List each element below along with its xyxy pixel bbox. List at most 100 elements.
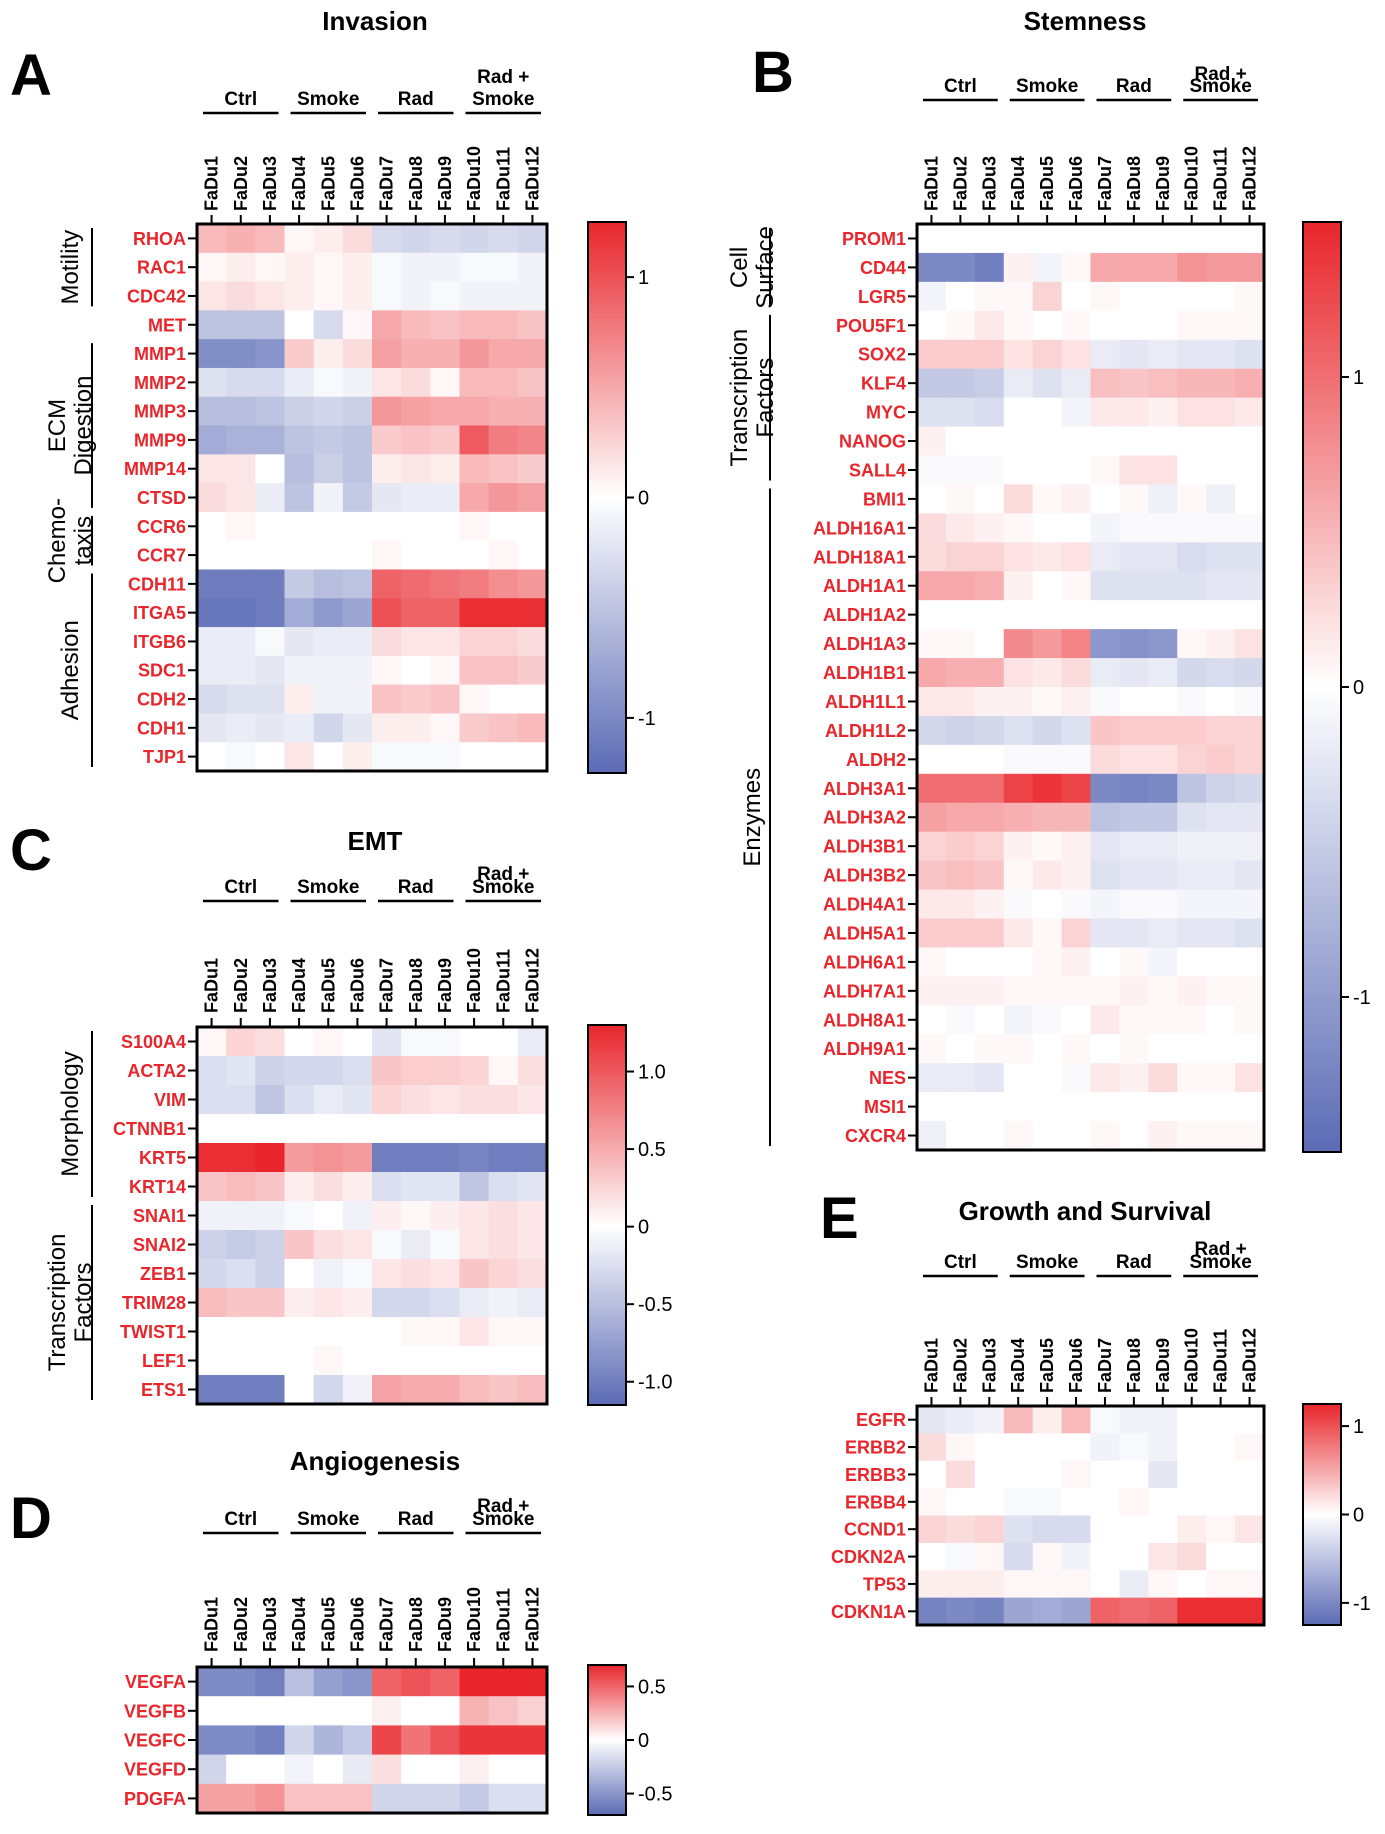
heatmap-cell bbox=[917, 947, 947, 977]
heatmap-cell bbox=[974, 484, 1005, 514]
heatmap-cell bbox=[284, 1754, 315, 1785]
heatmap-cell bbox=[313, 598, 344, 628]
heatmap-cell bbox=[197, 511, 227, 542]
heatmap-cell bbox=[372, 1230, 402, 1260]
gene-label: MMP14 bbox=[124, 459, 186, 479]
heatmap-cell bbox=[517, 569, 548, 599]
heatmap-cell bbox=[517, 713, 548, 743]
heatmap-cell bbox=[1032, 889, 1063, 920]
group-label: Smoke bbox=[297, 89, 359, 110]
heatmap-cell bbox=[1119, 397, 1149, 428]
heatmap-cell bbox=[459, 1725, 490, 1756]
heatmap-cell bbox=[226, 1085, 256, 1115]
heatmap-cell bbox=[517, 454, 548, 484]
heatmap-cell bbox=[255, 1172, 286, 1202]
heatmap-cell bbox=[430, 425, 461, 455]
gene-label: TRIM28 bbox=[122, 1293, 186, 1313]
heatmap-cell bbox=[1235, 368, 1265, 399]
heatmap-cell bbox=[1061, 368, 1092, 399]
heatmap-cell bbox=[1177, 947, 1207, 977]
heatmap-cell bbox=[1003, 1570, 1034, 1599]
sample-label: FaDu5 bbox=[1037, 1338, 1057, 1393]
heatmap-cell bbox=[197, 396, 227, 427]
heatmap-cell bbox=[945, 687, 976, 717]
heatmap-cell bbox=[197, 1201, 227, 1231]
heatmap-cell bbox=[430, 627, 461, 657]
heatmap-cell bbox=[1032, 773, 1063, 804]
panel-title: Invasion bbox=[322, 6, 427, 36]
heatmap-cell bbox=[517, 540, 548, 571]
sample-label: FaDu2 bbox=[231, 1597, 251, 1652]
heatmap-cell bbox=[1003, 1542, 1034, 1571]
heatmap-cell bbox=[974, 1515, 1005, 1544]
heatmap-cell bbox=[1090, 600, 1121, 630]
gene-label: ETS1 bbox=[141, 1380, 186, 1400]
heatmap-cell bbox=[313, 224, 344, 254]
heatmap-cell bbox=[1003, 976, 1034, 1006]
heatmap-cell bbox=[488, 1783, 519, 1814]
heatmap-cell bbox=[255, 655, 286, 686]
gene-label: MMP9 bbox=[134, 430, 186, 450]
heatmap-cell bbox=[372, 483, 402, 513]
heatmap-cell bbox=[1206, 976, 1236, 1006]
heatmap-cell bbox=[1177, 224, 1207, 254]
heatmap-cell bbox=[1119, 658, 1149, 688]
heatmap-cell bbox=[1003, 281, 1034, 312]
heatmap-cell bbox=[430, 396, 461, 427]
heatmap-cell bbox=[401, 425, 431, 455]
heatmap-cell bbox=[401, 1172, 431, 1202]
group-label: Ctrl bbox=[224, 1509, 257, 1530]
heatmap-cell bbox=[1003, 831, 1034, 862]
heatmap-cell bbox=[1061, 860, 1092, 891]
heatmap-cell bbox=[197, 1172, 227, 1202]
heatmap-cell bbox=[372, 569, 402, 599]
gene-label: CD44 bbox=[860, 258, 906, 278]
heatmap-cell bbox=[1061, 281, 1092, 312]
heatmap-cell bbox=[1119, 889, 1149, 920]
heatmap-cell bbox=[372, 742, 402, 772]
heatmap-cell bbox=[488, 684, 519, 715]
heatmap-cell bbox=[342, 396, 373, 427]
heatmap-cell bbox=[284, 655, 315, 686]
heatmap-cell bbox=[1119, 339, 1149, 370]
heatmap-cell bbox=[372, 1667, 402, 1697]
heatmap-cell bbox=[430, 540, 461, 571]
heatmap-cell bbox=[372, 1056, 402, 1086]
sample-label: FaDu8 bbox=[406, 156, 426, 211]
heatmap-cell bbox=[1119, 1034, 1149, 1064]
gene-label: TWIST1 bbox=[120, 1322, 186, 1342]
sample-label: FaDu11 bbox=[493, 949, 513, 1013]
heatmap-cell bbox=[197, 1346, 227, 1376]
heatmap-cell bbox=[517, 1172, 548, 1202]
heatmap-cell bbox=[284, 1667, 315, 1697]
heatmap-cell bbox=[1206, 802, 1236, 833]
heatmap-cell bbox=[488, 1056, 519, 1086]
heatmap-cell bbox=[372, 1375, 402, 1405]
heatmap-cell bbox=[974, 658, 1005, 688]
heatmap-cell bbox=[945, 1092, 976, 1122]
heatmap-cell bbox=[255, 713, 286, 743]
heatmap-cell bbox=[255, 1317, 286, 1347]
sample-label: FaDu4 bbox=[1008, 1338, 1028, 1393]
heatmap-cell bbox=[342, 1783, 373, 1814]
heatmap-cell bbox=[1148, 1542, 1178, 1571]
heatmap-cell bbox=[1061, 773, 1092, 804]
heatmap-cell bbox=[517, 1317, 548, 1347]
heatmap-cell bbox=[197, 1317, 227, 1347]
heatmap-cell bbox=[974, 339, 1005, 370]
heatmap-cell bbox=[488, 252, 519, 283]
heatmap-cell bbox=[974, 1488, 1005, 1517]
heatmap-cell bbox=[226, 252, 256, 283]
heatmap-cell bbox=[1003, 1406, 1034, 1434]
heatmap-cell bbox=[197, 1143, 227, 1173]
heatmap-cell bbox=[1090, 1515, 1121, 1544]
heatmap-cell bbox=[917, 860, 947, 891]
heatmap-cell bbox=[1206, 687, 1236, 717]
heatmap-cell bbox=[1148, 1063, 1178, 1093]
heatmap-cell bbox=[459, 339, 490, 369]
heatmap-cell bbox=[401, 511, 431, 542]
heatmap-cell bbox=[313, 540, 344, 571]
